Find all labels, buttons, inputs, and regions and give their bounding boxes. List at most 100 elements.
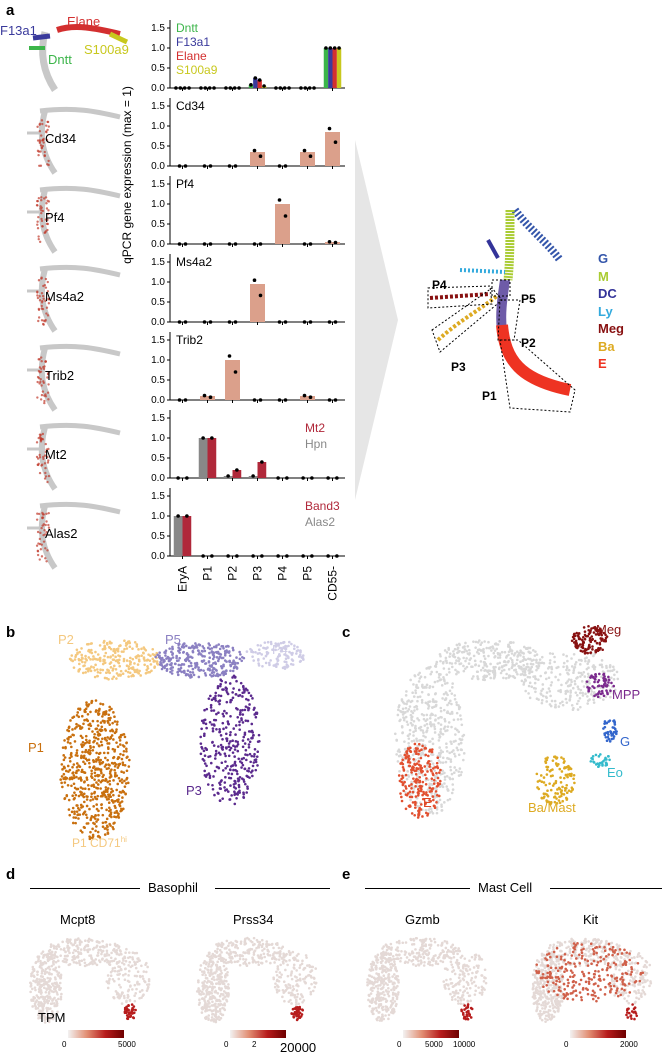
embed-legend-dc: DC xyxy=(598,285,624,303)
panel-c-ba-mast: Ba/Mast xyxy=(528,800,576,815)
panel-e-gzmb-embed xyxy=(355,932,495,1027)
tree-label-trib2: Trib2 xyxy=(45,368,74,383)
panel-b-p1: P1 xyxy=(28,740,44,755)
g-branch xyxy=(515,210,560,260)
point xyxy=(287,86,291,90)
y-tick-label: 1.5 xyxy=(151,413,165,424)
y-tick-label: 1.5 xyxy=(151,101,165,112)
ly-branch xyxy=(460,270,505,272)
y-tick-label: 0.0 xyxy=(151,317,165,328)
point xyxy=(285,554,289,558)
point xyxy=(284,398,288,402)
point xyxy=(234,164,238,168)
colorbar-2-tick: 10000 xyxy=(453,1040,475,1049)
y-tick-label: 1.0 xyxy=(151,43,165,54)
point xyxy=(178,320,182,324)
point xyxy=(276,476,280,480)
panel-d-prss34-embed xyxy=(185,932,325,1027)
point xyxy=(184,242,188,246)
y-tick-label: 1.0 xyxy=(151,199,165,210)
point xyxy=(178,164,182,168)
point xyxy=(201,436,205,440)
panel-c-eo: Eo xyxy=(607,765,623,780)
point xyxy=(308,86,312,90)
y-tick-label: 0.0 xyxy=(151,473,165,484)
panel-c-embedding xyxy=(370,620,660,850)
colorbar-1-tick: 20000 xyxy=(280,1040,316,1055)
point xyxy=(259,294,263,298)
point xyxy=(309,320,313,324)
panel-letter-a: a xyxy=(6,2,14,19)
bar xyxy=(300,396,315,400)
y-tick-label: 0.5 xyxy=(151,453,165,464)
point xyxy=(303,394,307,398)
point xyxy=(260,554,264,558)
bar xyxy=(250,284,265,322)
point xyxy=(260,460,264,464)
y-tick-label: 0.5 xyxy=(151,63,165,74)
point xyxy=(258,78,262,82)
tree-label-dntt: Dntt xyxy=(48,52,72,67)
point xyxy=(234,370,238,374)
bar xyxy=(300,152,315,166)
panel-e-kit-embed xyxy=(520,932,660,1027)
point xyxy=(334,398,338,402)
point xyxy=(259,154,263,158)
panel-e-header: Mast Cell xyxy=(478,880,532,895)
y-tick-label: 1.5 xyxy=(151,179,165,190)
y-tick-label: 0.0 xyxy=(151,551,165,562)
point xyxy=(334,140,338,144)
point xyxy=(210,436,214,440)
x-label-erya: EryA xyxy=(176,566,190,592)
point xyxy=(276,554,280,558)
point xyxy=(262,84,266,88)
colorbar-3-tick: 0 xyxy=(564,1040,568,1049)
point xyxy=(209,164,213,168)
panel-e-gene-1: Gzmb xyxy=(405,912,440,927)
point xyxy=(224,86,228,90)
embed-legend-meg: Meg xyxy=(598,320,624,338)
bar xyxy=(325,242,340,244)
y-tick-label: 0.0 xyxy=(151,83,165,94)
point xyxy=(284,214,288,218)
x-label-p2: P2 xyxy=(226,566,240,581)
point xyxy=(226,474,230,478)
divider-e-left xyxy=(365,888,470,889)
point xyxy=(303,242,307,246)
bar-panel-title: Trib2 xyxy=(176,333,203,347)
legend-alas2: Alas2 xyxy=(305,515,335,529)
point xyxy=(178,242,182,246)
point xyxy=(233,86,237,90)
bar xyxy=(325,132,340,166)
embed-legend-ba: Ba xyxy=(598,338,624,356)
legend-dntt: Dntt xyxy=(176,21,199,35)
bar xyxy=(200,396,215,400)
panel-d-gene-2: Prss34 xyxy=(233,912,273,927)
colorbar-1-tick: 0 xyxy=(224,1040,228,1049)
point xyxy=(309,242,313,246)
point xyxy=(228,242,232,246)
panel-b-p2: P2 xyxy=(58,632,74,647)
x-label-p5: P5 xyxy=(301,566,315,581)
point xyxy=(176,476,180,480)
right-embedding xyxy=(410,200,595,420)
panel-c-g: G xyxy=(620,734,630,749)
point xyxy=(251,554,255,558)
point xyxy=(226,554,230,558)
y-tick-label: 1.5 xyxy=(151,335,165,346)
y-tick-label: 0.0 xyxy=(151,395,165,406)
point xyxy=(210,554,214,558)
point xyxy=(326,476,330,480)
tree-label-cd34: Cd34 xyxy=(45,131,76,146)
point xyxy=(187,86,191,90)
tree-label-elane: Elane xyxy=(67,14,100,29)
point xyxy=(203,164,207,168)
point xyxy=(303,320,307,324)
point xyxy=(237,86,241,90)
point xyxy=(301,476,305,480)
y-tick-label: 1.0 xyxy=(151,277,165,288)
embed-legend-g: G xyxy=(598,250,624,268)
point xyxy=(229,86,233,90)
